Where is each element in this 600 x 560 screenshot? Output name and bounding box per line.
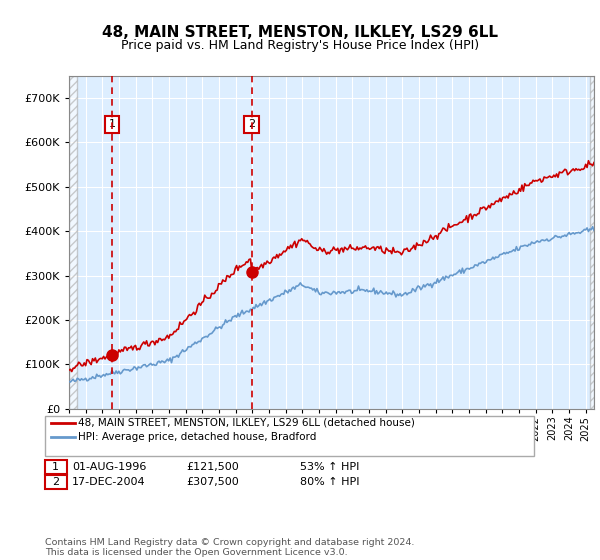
Text: Price paid vs. HM Land Registry's House Price Index (HPI): Price paid vs. HM Land Registry's House … [121, 39, 479, 53]
Text: Contains HM Land Registry data © Crown copyright and database right 2024.
This d: Contains HM Land Registry data © Crown c… [45, 538, 415, 557]
Bar [590, 76, 594, 409]
Text: 48, MAIN STREET, MENSTON, ILKLEY, LS29 6LL: 48, MAIN STREET, MENSTON, ILKLEY, LS29 6… [102, 25, 498, 40]
Bar [69, 76, 77, 409]
Text: 1: 1 [52, 462, 59, 472]
Text: 48, MAIN STREET, MENSTON, ILKLEY, LS29 6LL (detached house): 48, MAIN STREET, MENSTON, ILKLEY, LS29 6… [78, 418, 415, 428]
Text: £307,500: £307,500 [186, 477, 239, 487]
Text: 53% ↑ HPI: 53% ↑ HPI [300, 462, 359, 472]
Text: 01-AUG-1996: 01-AUG-1996 [72, 462, 146, 472]
Text: HPI: Average price, detached house, Bradford: HPI: Average price, detached house, Brad… [78, 432, 316, 442]
Text: 2: 2 [52, 477, 59, 487]
Text: 80% ↑ HPI: 80% ↑ HPI [300, 477, 359, 487]
Text: £121,500: £121,500 [186, 462, 239, 472]
Text: 2: 2 [248, 119, 255, 129]
Text: 1: 1 [109, 119, 116, 129]
Text: 17-DEC-2004: 17-DEC-2004 [72, 477, 146, 487]
